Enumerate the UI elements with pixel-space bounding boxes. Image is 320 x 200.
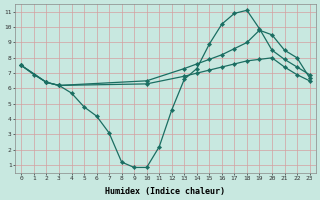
X-axis label: Humidex (Indice chaleur): Humidex (Indice chaleur) (106, 187, 226, 196)
